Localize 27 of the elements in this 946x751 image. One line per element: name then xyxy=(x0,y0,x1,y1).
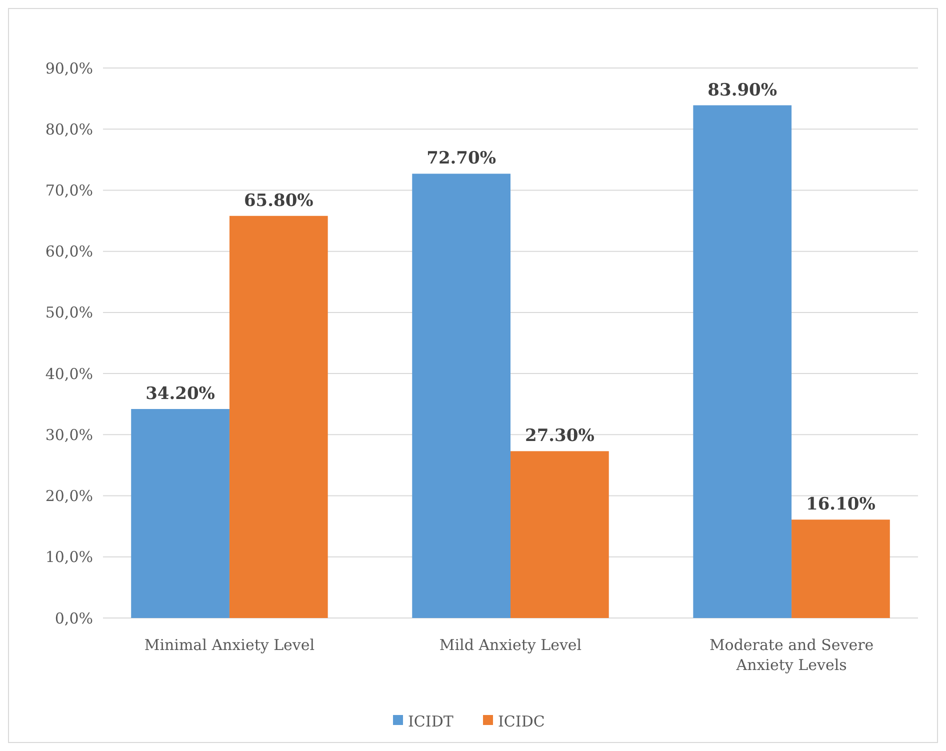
y-tick-label: 50,0% xyxy=(45,304,93,322)
data-label: 65.80% xyxy=(244,190,314,211)
y-tick-label: 0,0% xyxy=(54,609,93,628)
bar xyxy=(510,451,609,618)
legend-label: ICIDT xyxy=(408,712,454,730)
y-tick-label: 70,0% xyxy=(45,181,93,200)
y-tick-label: 60,0% xyxy=(45,242,93,261)
bar xyxy=(412,174,510,618)
bar xyxy=(131,409,230,618)
y-tick-label: 80,0% xyxy=(45,120,93,138)
data-label: 27.30% xyxy=(524,426,594,446)
legend-label: ICIDC xyxy=(498,712,545,730)
y-tick-label: 90,0% xyxy=(45,59,93,78)
data-label: 83.90% xyxy=(708,80,778,100)
data-label: 34.20% xyxy=(146,384,215,404)
y-tick-label: 30,0% xyxy=(45,426,93,444)
data-label: 72.70% xyxy=(426,148,496,169)
y-tick-label: 20,0% xyxy=(45,487,93,506)
x-tick-label: Mild Anxiety Level xyxy=(439,636,582,654)
y-tick-label: 40,0% xyxy=(45,364,93,383)
bar xyxy=(229,216,328,618)
bar xyxy=(792,520,890,618)
data-label: 16.10% xyxy=(806,494,876,515)
y-tick-label: 10,0% xyxy=(45,548,93,566)
x-tick-label: Moderate and Severe Anxiety Levels xyxy=(709,636,874,674)
x-tick-label: Minimal Anxiety Level xyxy=(144,636,315,654)
bar xyxy=(693,105,792,618)
